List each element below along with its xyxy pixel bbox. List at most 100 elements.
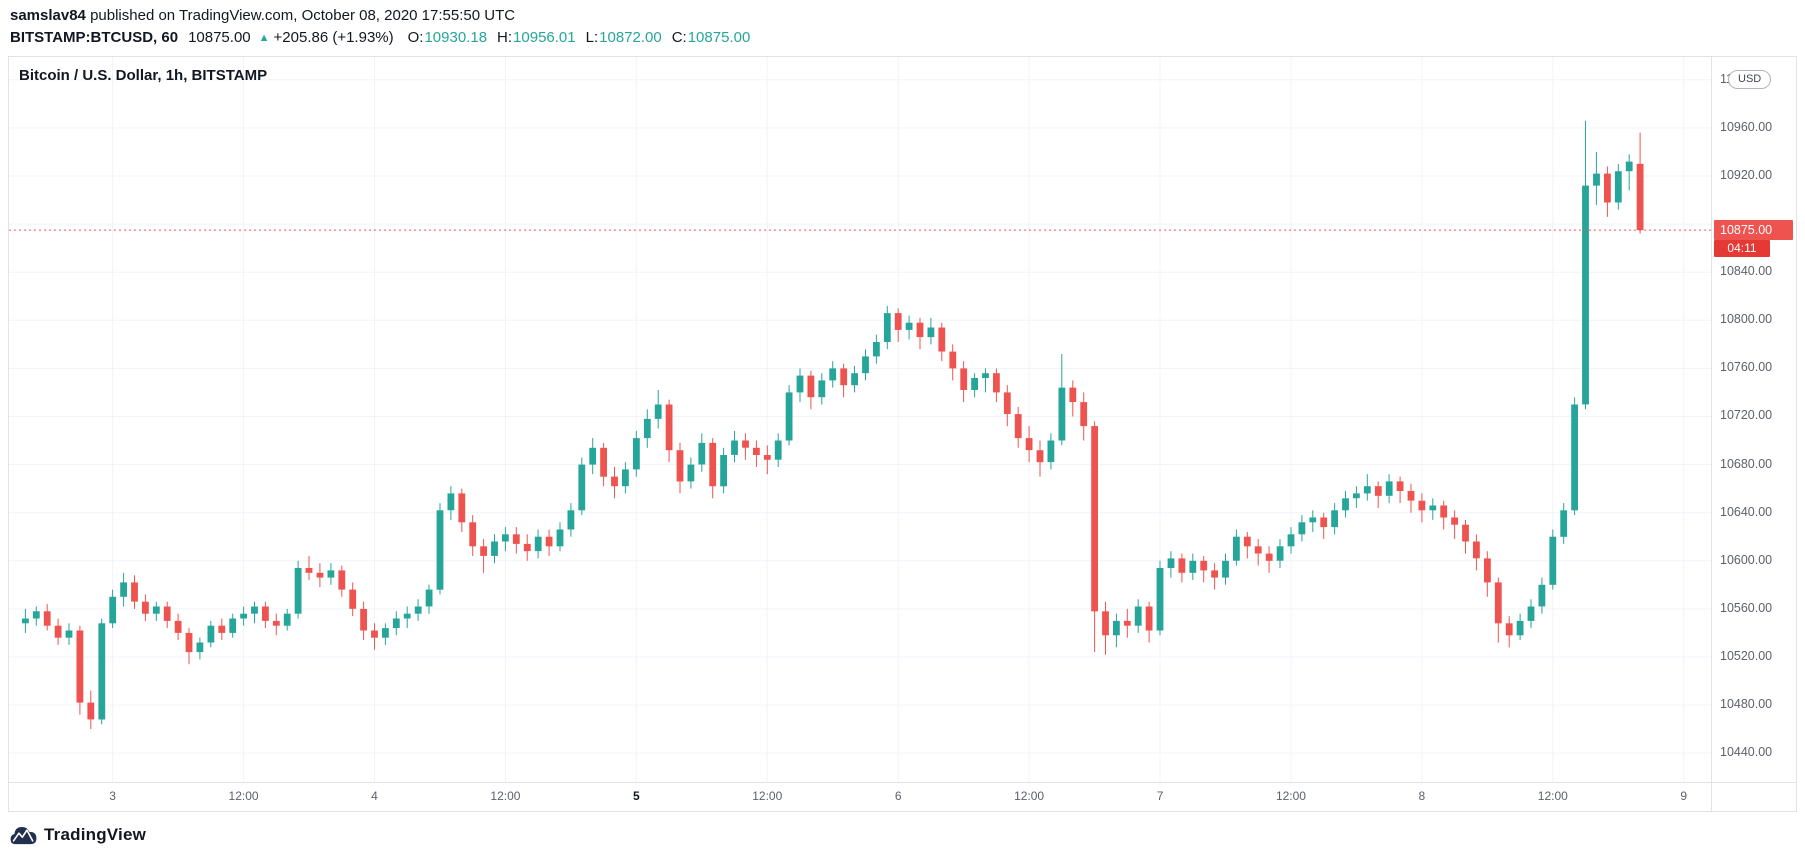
candle-body — [993, 373, 1000, 393]
candle-body — [338, 570, 346, 590]
candle-body — [1353, 493, 1360, 499]
candle-body — [1243, 536, 1251, 547]
candle-body — [665, 404, 673, 451]
candle-body — [1462, 524, 1469, 542]
candle-body — [851, 373, 858, 386]
candle-body — [1429, 505, 1437, 511]
tradingview-logo-icon[interactable] — [10, 824, 37, 846]
candle-body — [1494, 582, 1502, 624]
candle-body — [1298, 522, 1306, 535]
low-label: L: — [585, 29, 599, 46]
time-axis[interactable]: 3 12:00 4 12:00 5 12:00 6 12:00 7 12:00 8 12:00 9 — [9, 783, 1711, 811]
candle-body — [54, 625, 62, 638]
candle-body — [316, 572, 324, 578]
candle-body — [22, 618, 29, 624]
candle-body — [207, 625, 215, 643]
candle-body — [1331, 510, 1338, 528]
candle-body — [1484, 558, 1491, 583]
tradingview-wordmark[interactable]: TradingView — [44, 825, 147, 844]
candle-body — [1080, 402, 1088, 427]
candle-body — [753, 447, 760, 455]
candle-body — [633, 438, 640, 470]
candle-body — [556, 529, 564, 547]
candle-body — [1396, 481, 1404, 491]
candle-body — [1233, 536, 1240, 561]
candle-body — [392, 618, 400, 629]
candle-body — [927, 327, 935, 338]
price-axis-label: 10760.00 — [1720, 360, 1773, 375]
time-axis-label: 7 — [1156, 789, 1164, 803]
time-axis-label: 3 — [109, 789, 116, 803]
candle-body — [1036, 450, 1044, 463]
candle-body — [622, 469, 629, 487]
plot-area[interactable]: Bitcoin / U.S. Dollar, 1h, BITSTAMP — [9, 57, 1711, 782]
time-axis-label: 12:00 — [1275, 789, 1306, 803]
candle-body — [1276, 546, 1284, 561]
candlestick-chart — [9, 57, 1711, 782]
time-axis-label: 12:00 — [228, 789, 259, 803]
candle-body — [305, 568, 313, 573]
candle-body — [403, 613, 411, 619]
price-axis-label: 10600.00 — [1720, 552, 1773, 567]
candle-body — [1211, 570, 1218, 578]
candle-body — [1069, 387, 1077, 402]
candle-body — [1582, 185, 1589, 405]
author-name: samslav84 — [10, 7, 86, 24]
candle-body — [1156, 568, 1164, 631]
candle-body — [1222, 560, 1229, 578]
time-axis-row: 3 12:00 4 12:00 5 12:00 6 12:00 7 12:00 8 12:00 9 — [9, 782, 1796, 811]
time-axis-label: 12:00 — [1014, 789, 1045, 803]
candle-body — [76, 630, 84, 703]
candle-body — [654, 404, 662, 419]
price-axis-label: 10720.00 — [1720, 408, 1773, 423]
candle-body — [196, 642, 204, 653]
price-axis[interactable]: USD 10875.00 04:11 10440.00 10480.00 10520… — [1711, 57, 1796, 782]
candle-body — [578, 464, 586, 511]
publish-info-text: published on TradingView.com, October 08… — [85, 7, 516, 24]
candle-body — [949, 351, 957, 369]
time-axis-label: 12:00 — [490, 789, 521, 803]
candle-body — [142, 601, 149, 614]
candle-body — [807, 375, 815, 398]
candle-body — [1254, 546, 1262, 554]
currency-toggle-button[interactable]: USD — [1728, 70, 1772, 89]
candle-body — [109, 596, 117, 624]
candle-body — [425, 589, 433, 607]
candle-body — [1145, 606, 1153, 631]
candle-body — [65, 630, 73, 638]
chart-frame: Bitcoin / U.S. Dollar, 1h, BITSTAMP USD … — [8, 56, 1797, 812]
candle-body — [1003, 392, 1011, 414]
candle-body — [294, 568, 302, 614]
candle-body — [1538, 584, 1546, 607]
candle-body — [1440, 505, 1448, 518]
candle-body — [1614, 171, 1622, 203]
candle-body — [840, 368, 848, 386]
candle-body — [1473, 541, 1480, 559]
candle-body — [600, 447, 607, 477]
candle-body — [1265, 553, 1273, 561]
candle-body — [1560, 510, 1568, 537]
price-axis-label: 10440.00 — [1720, 745, 1773, 760]
close-label: C: — [671, 29, 687, 46]
candle-body — [502, 534, 509, 542]
price-axis-label: 10920.00 — [1720, 168, 1773, 183]
candle-body — [1287, 534, 1295, 547]
candle-body — [720, 455, 727, 487]
candle-body — [523, 543, 531, 552]
candle-body — [883, 313, 891, 342]
candle-body — [262, 606, 269, 621]
candle-body — [480, 546, 487, 556]
candle-body — [1178, 558, 1186, 573]
footer: TradingView — [10, 824, 1805, 846]
candle-body — [982, 373, 989, 378]
bar-countdown-badge: 04:11 — [1714, 240, 1770, 258]
candle-body — [1189, 560, 1197, 573]
candle-body — [414, 606, 422, 614]
candle-body — [1625, 161, 1633, 172]
candle-body — [131, 582, 138, 602]
price-axis-label: 10960.00 — [1720, 119, 1773, 134]
price-axis-label: 10560.00 — [1720, 600, 1773, 615]
candle-body — [327, 570, 335, 578]
candle-body — [1636, 163, 1644, 231]
candle-body — [120, 582, 127, 597]
